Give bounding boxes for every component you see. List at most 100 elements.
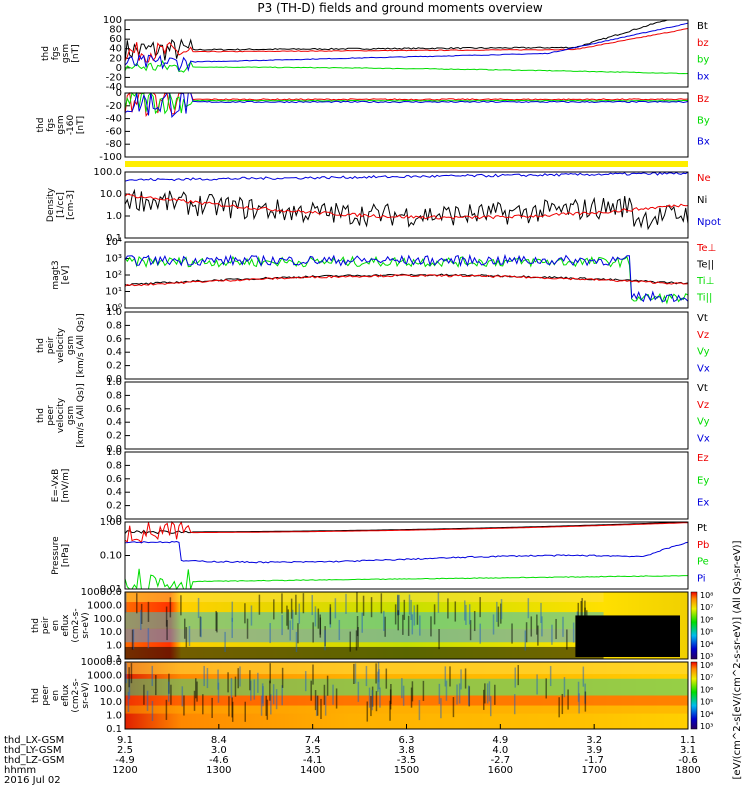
spectrogram-streak: [356, 616, 359, 637]
spectrogram-streak: [454, 601, 457, 622]
y-tick-label: 0: [116, 88, 122, 99]
colorbar-tick-label: 10⁵: [700, 698, 713, 707]
x-tick-label: 1700: [581, 765, 606, 776]
y-axis-label-line: en: [51, 690, 61, 701]
panel-frame: [124, 451, 689, 520]
spectrogram-streak: [437, 592, 440, 613]
y-tick-label: 1.0: [106, 641, 122, 652]
spectrogram-streak: [384, 616, 386, 637]
y-tick-label: 1.0: [106, 447, 122, 458]
spectrogram-streak: [379, 687, 381, 708]
spectrogram-streak: [397, 594, 399, 615]
y-axis-label-line: en: [51, 620, 61, 631]
spectrogram-streak: [527, 598, 530, 619]
y-tick-label: 40: [109, 44, 122, 55]
spectrogram-streak: [416, 604, 419, 625]
legend-entry: Ey: [697, 475, 709, 486]
y-tick-label: 10.0: [100, 697, 122, 708]
spectrogram-streak: [290, 598, 293, 619]
y-tick-label: 1000.0: [87, 600, 122, 611]
spectrogram-streak: [302, 593, 305, 614]
spectrogram-streak: [298, 603, 301, 624]
y-tick-label: 100.0: [93, 167, 122, 178]
y-tick-label: 10000.0: [81, 657, 122, 668]
yellow-bar: [125, 161, 688, 167]
legend-entry: Vt: [697, 313, 708, 324]
x-tick-label: -1.7: [584, 755, 604, 766]
y-axis-label: magt3 [eV]: [51, 260, 71, 289]
x-tick-label: -4.9: [115, 755, 135, 766]
panel-pressure: Pressure [nPa] 1.00 0.10 0.01 Pt Pb Pe Pi: [51, 517, 709, 595]
panels-layer: thd fgs gsm [nT]100806040200-20-40Btbzbybxt…: [31, 15, 721, 735]
spectrogram-streak: [215, 610, 217, 632]
spectrogram-streak: [513, 694, 516, 715]
y-tick-label: 0.6: [106, 474, 122, 485]
colorbar-label: [eV/(cm^2-s[eV/(cm^2-s-sr-eV)] (All Qs)-…: [732, 540, 743, 779]
spectrogram-streak: [402, 614, 404, 635]
spectrogram-streak: [356, 592, 358, 613]
spectrogram-streak: [438, 683, 441, 704]
y-axis-label-line: [mV/m]: [61, 469, 71, 503]
y-axis-label: thd peir velocity gsm [km/s (All Qs)]: [36, 313, 86, 377]
spectrogram-streak: [167, 681, 170, 702]
spectrogram-streak: [270, 694, 272, 715]
y-axis-label: thd peir en eflux (cm2-s-sr-eV): [31, 608, 91, 642]
y-axis-label: E=-VxB [mV/m]: [51, 469, 71, 503]
y-axis-label-line: Density: [46, 187, 56, 222]
spectrogram-streak: [447, 598, 449, 619]
legend-entry: Te⊥: [696, 243, 716, 254]
spectrogram-streak: [411, 614, 414, 635]
y-tick-label: 100.0: [93, 684, 122, 695]
spectrogram-streak: [536, 674, 538, 695]
spectrogram-streak: [430, 616, 432, 637]
spectrogram-streak: [581, 598, 583, 619]
x-tick-label: 8.4: [211, 735, 227, 746]
y-tick-label: 0.4: [106, 347, 122, 358]
spectrogram-streak: [410, 599, 412, 620]
y-tick-label: 0.6: [106, 334, 122, 345]
y-axis-label-line: [nT]: [76, 116, 86, 134]
spectrogram-streak: [408, 594, 411, 615]
spectrogram-streak: [125, 592, 127, 613]
spectrogram-streak: [181, 686, 184, 707]
spectrogram-streak: [584, 600, 586, 621]
y-tick-label: 0.0: [106, 514, 122, 525]
legend-entry: Vx: [697, 363, 710, 374]
spectrogram-streak: [479, 597, 481, 618]
x-tick-label: -4.6: [209, 755, 229, 766]
colorbar-label-text: [eV/(cm^2-s[eV/(cm^2-s-sr-eV)] (All Qs)-…: [732, 540, 743, 779]
x-tick-label: 3.9: [586, 745, 602, 756]
y-tick-label: 0.8: [106, 460, 122, 471]
spectrogram-streak: [169, 597, 172, 618]
panel-peer-eflux: thd peer en eflux (cm2-s-sr-eV) 10000.0 1000.0…: [31, 657, 713, 735]
spectrogram-streak: [444, 666, 447, 687]
spectrogram-streak: [458, 683, 461, 704]
legend-entry: Vz: [697, 330, 709, 341]
y-tick-label: 1.00: [100, 517, 122, 528]
colorbar-tick-label: 10⁶: [700, 615, 713, 624]
spectrogram-streak: [394, 604, 397, 625]
spectrogram-streak: [269, 680, 271, 701]
y-tick-label: 100.0: [93, 614, 122, 625]
legend-entry: Npot: [697, 217, 721, 228]
spectrogram-streak: [272, 684, 275, 705]
y-tick-label: 10²: [105, 270, 122, 281]
spectrogram-streak: [558, 697, 560, 718]
y-tick-label: 0.2: [106, 501, 122, 512]
spectrogram-streak: [193, 690, 196, 711]
spectrogram-streak: [390, 683, 392, 705]
y-axis-label-line: fgs: [46, 118, 56, 132]
legend-entry: Ni: [697, 195, 707, 206]
spectrogram-streak: [410, 687, 413, 708]
legend-entry: Vz: [697, 400, 709, 411]
spectrogram-streak: [370, 597, 373, 618]
x-tick-label: 3.2: [586, 735, 602, 746]
plot-lines: [124, 19, 689, 75]
spectrogram-streak: [561, 693, 564, 715]
spectrogram-dark-region: [575, 615, 680, 657]
spectrogram-streak: [511, 623, 513, 644]
spectrogram-streak: [460, 669, 462, 690]
y-axis-label-line: peir: [46, 336, 56, 354]
